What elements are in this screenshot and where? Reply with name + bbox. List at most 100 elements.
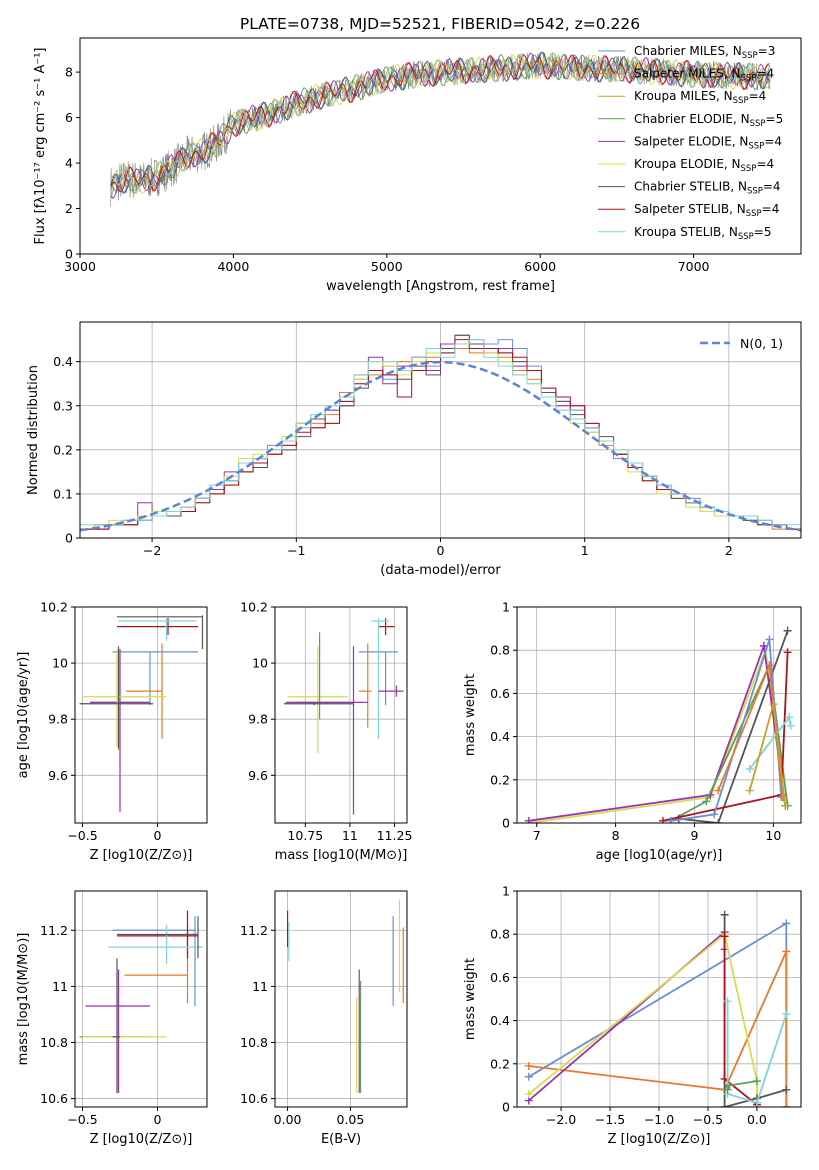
spectrum-legend: Chabrier MILES, NSSP=3 Salpeter MILES, NS…	[598, 44, 783, 242]
weight-marker	[783, 648, 792, 657]
y-tick-label: 0	[65, 247, 73, 262]
x-tick-label: −0.5	[693, 1112, 723, 1127]
x-tick-label: 4000	[217, 259, 249, 274]
weight-marker	[782, 1085, 791, 1094]
x-tick-label: 0.05	[337, 1112, 365, 1127]
x-axis-label: (data-model)/error	[380, 563, 501, 578]
x-axis-label: E(B-V)	[321, 1132, 361, 1147]
y-tick-label: 10.2	[240, 600, 268, 615]
legend-label-sub: SSP	[738, 232, 754, 242]
y-axis-label: Normed distribution	[26, 365, 41, 495]
axes-frame	[274, 606, 408, 824]
plot-area	[524, 910, 791, 1107]
y-tick-label: 0.2	[490, 772, 510, 787]
x-tick-label: 1	[581, 543, 589, 558]
legend-label: Salpeter MILES, NSSP=4	[634, 67, 774, 84]
y-tick-label: 6	[65, 110, 73, 125]
errorbar-point	[82, 649, 167, 748]
x-tick-label: 6000	[524, 259, 556, 274]
weight-line	[528, 951, 788, 1107]
axes-frame	[74, 606, 208, 824]
errorbar-point	[283, 702, 354, 706]
y-tick-label: 0	[502, 1100, 510, 1115]
weight-marker	[720, 910, 729, 919]
y-tick-label: 10	[52, 656, 68, 671]
weight-line	[726, 1001, 788, 1104]
weight-marker	[769, 700, 778, 709]
y-tick-label: 11.2	[240, 923, 268, 938]
y-tick-label: 8	[65, 65, 73, 80]
model-spectrum-line	[110, 51, 771, 194]
errorbar-point	[112, 958, 120, 1093]
y-tick-label: 9.8	[48, 712, 68, 727]
weight-marker	[524, 1072, 533, 1081]
x-tick-label: 8	[612, 828, 620, 843]
legend-label: Chabrier ELODIE, NSSP=5	[634, 112, 783, 129]
y-tick-label: 1	[502, 600, 510, 615]
legend-label: Salpeter STELIB, NSSP=4	[634, 202, 779, 219]
weight-marker	[783, 626, 792, 635]
legend-label-suffix: =4	[762, 202, 780, 216]
weight-marker	[782, 947, 791, 956]
weight-marker	[745, 765, 754, 773]
weight-marker	[778, 793, 787, 802]
weight-marker	[782, 1103, 791, 1107]
axes-frame	[516, 606, 802, 824]
weight-line	[670, 662, 789, 822]
legend-label-sub: SSP	[741, 74, 757, 84]
legend-label: Kroupa MILES, NSSP=4	[634, 89, 766, 106]
y-tick-label: 1	[502, 884, 510, 899]
weight-marker	[658, 816, 667, 823]
x-tick-label: 5000	[371, 259, 403, 274]
y-axis-label: mass [log10(M/M⊙)]	[16, 933, 31, 1066]
legend-label-sub: SSP	[746, 209, 762, 219]
axes-weight-vs-Z: −2.0 −1.5 −1.0 −0.5 0.0 0 0.2 0.4 0.6 0.8 1 Z [log1…	[463, 884, 802, 1147]
x-tick-label: 7	[533, 828, 541, 843]
errorbar-point	[79, 986, 150, 1091]
weight-marker	[723, 997, 732, 1006]
legend-label-suffix: =4	[756, 67, 774, 81]
errorbar-point	[108, 924, 203, 964]
y-tick-label: 0.2	[490, 1056, 510, 1071]
plot-area	[79, 910, 203, 1093]
weight-marker	[752, 1077, 761, 1086]
errorbar-point	[118, 618, 197, 641]
legend-label-sub: SSP	[747, 187, 763, 197]
weight-marker	[723, 1085, 732, 1094]
weight-marker	[765, 635, 774, 644]
model-spectrum-line	[110, 52, 770, 199]
y-tick-label: 0	[502, 816, 510, 831]
y-tick-label: 0.8	[490, 643, 510, 658]
legend-label-suffix: =4	[763, 180, 781, 194]
plot-area	[80, 334, 801, 532]
y-tick-label: 11	[52, 979, 68, 994]
plot-area	[110, 51, 771, 207]
x-tick-label: 2	[725, 543, 733, 558]
legend-label: Kroupa ELODIE, NSSP=4	[634, 157, 774, 174]
y-tick-label: 0.6	[490, 686, 510, 701]
y-tick-label: 11.2	[40, 923, 68, 938]
legend-label-sub: SSP	[748, 141, 764, 151]
x-tick-label: 0	[437, 543, 445, 558]
weight-marker	[782, 919, 791, 928]
x-tick-label: 0.00	[274, 1112, 302, 1127]
weight-marker	[745, 786, 754, 795]
weight-marker	[786, 721, 795, 730]
axes-weight-vs-age: 7 8 9 10 0 0.2 0.4 0.6 0.8 1 age [log10(age/yr)] ma…	[463, 600, 802, 863]
x-axis-label: age [log10(age/yr)]	[596, 848, 723, 863]
legend-label-sub: SSP	[742, 51, 758, 61]
x-tick-label: 11.25	[377, 828, 413, 843]
model-spectrum-line	[110, 54, 770, 192]
y-tick-label: 9.6	[248, 768, 268, 783]
y-axis-label: mass weight	[463, 674, 478, 756]
legend-label-sub: SSP	[741, 164, 757, 174]
legend-label: Chabrier STELIB, NSSP=4	[634, 180, 781, 197]
errorbar-point	[287, 646, 349, 753]
weight-line	[670, 639, 783, 822]
axes-residuals: −2 −1 0 1 2 0 0.1 0.2 0.3 0.4 (data-model)/error No…	[26, 321, 802, 578]
y-tick-label: 10.6	[240, 1091, 268, 1106]
axes-mass-vs-Z: −0.5 0 10.6 10.8 11 11.2 Z [log10(Z/Z⊙)] mass […	[16, 890, 208, 1147]
plot-area	[283, 618, 404, 815]
x-tick-label: −1.5	[595, 1112, 625, 1127]
errorbar-point	[90, 649, 150, 812]
